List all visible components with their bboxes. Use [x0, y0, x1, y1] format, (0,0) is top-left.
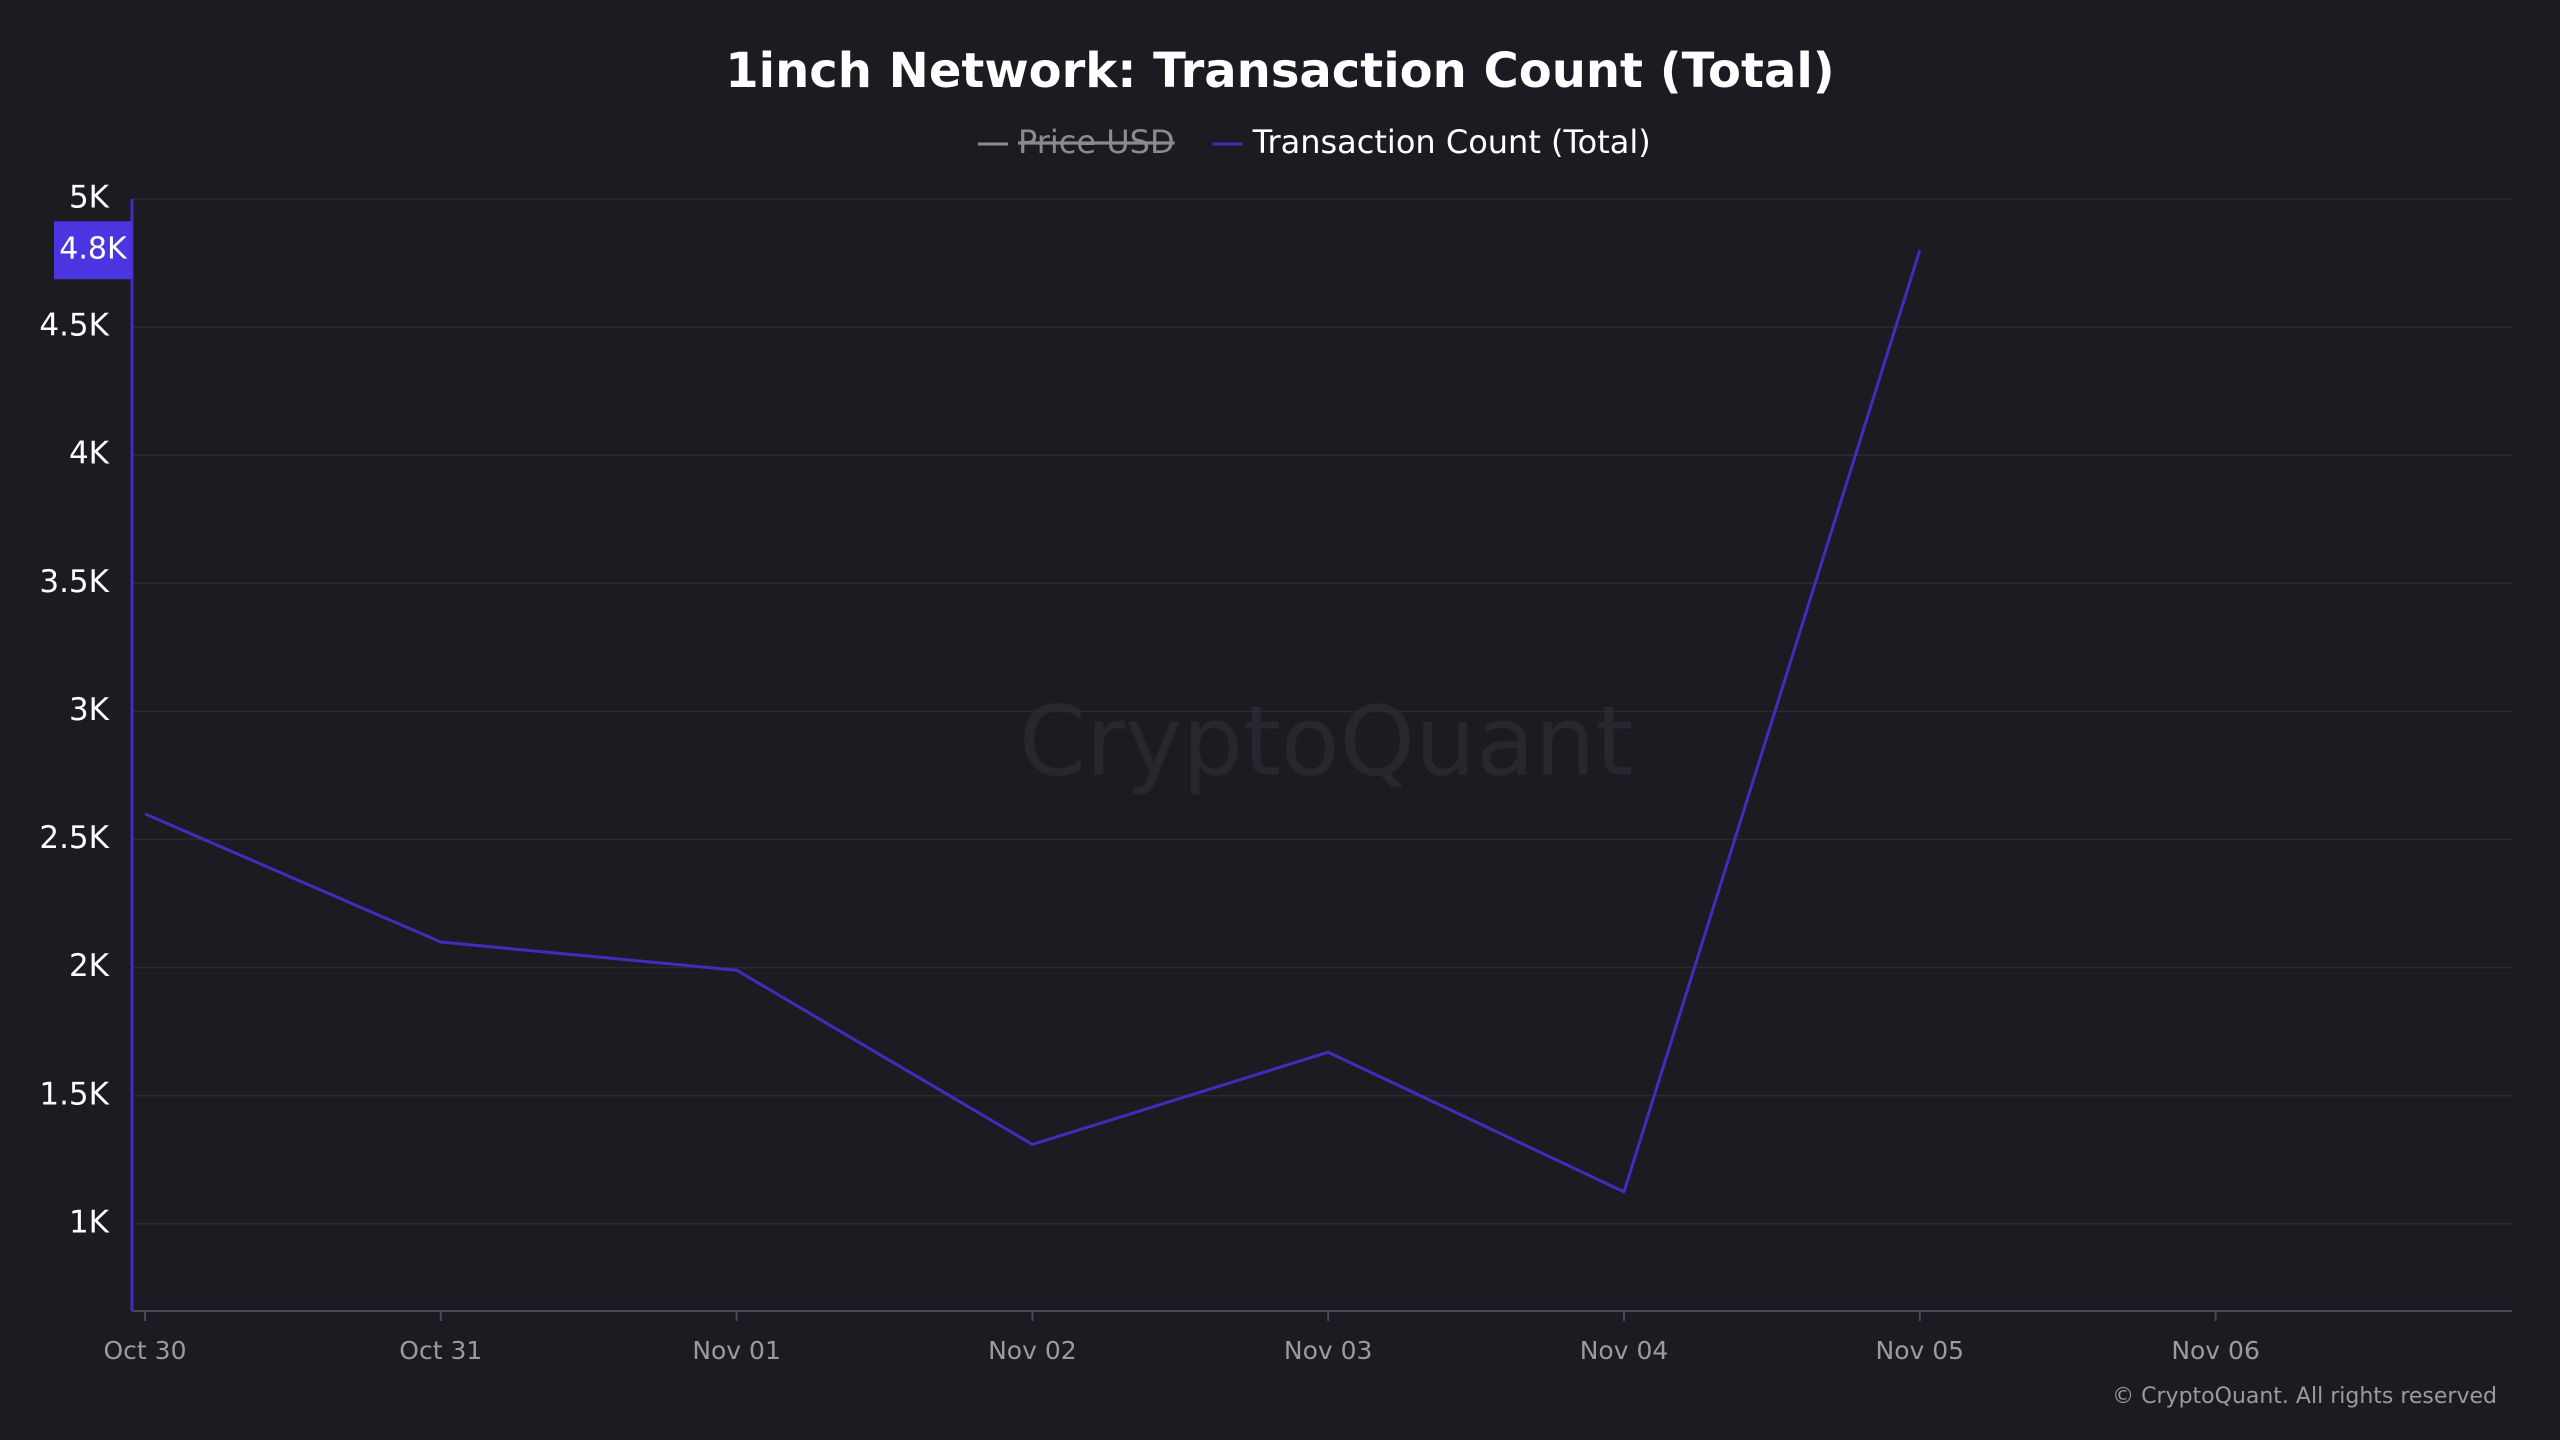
- y-tick-label: 2K: [69, 948, 110, 984]
- x-tick-label: Nov 06: [2171, 1336, 2260, 1365]
- chart-title: 1inch Network: Transaction Count (Total): [725, 43, 1834, 99]
- y-tick-label: 4.5K: [39, 308, 109, 344]
- x-tick-label: Nov 05: [1876, 1336, 1965, 1365]
- y-tick-label: 2.5K: [39, 820, 109, 856]
- x-tick-label: Oct 31: [399, 1336, 482, 1365]
- legend-label: Transaction Count (Total): [1252, 123, 1651, 161]
- y-tick-label: 5K: [69, 180, 110, 216]
- last-value-label: 4.8K: [59, 232, 128, 267]
- legend: Price USD Transaction Count (Total): [978, 123, 1651, 161]
- last-value-badge: [54, 221, 132, 280]
- x-tick-label: Nov 04: [1580, 1336, 1669, 1365]
- y-tick-label: 4K: [69, 436, 110, 472]
- x-tick-label: Nov 03: [1284, 1336, 1373, 1365]
- legend-label: Price USD: [1018, 123, 1175, 161]
- watermark: CryptoQuant: [1019, 685, 1633, 797]
- credit: © CryptoQuant. All rights reserved: [2112, 1384, 2497, 1409]
- x-tick-label: Nov 01: [692, 1336, 781, 1365]
- x-tick-label: Nov 02: [988, 1336, 1077, 1365]
- y-tick-label: 3.5K: [39, 564, 109, 600]
- y-tick-label: 1.5K: [39, 1076, 109, 1112]
- y-tick-label: 1K: [69, 1204, 110, 1240]
- x-tick-label: Oct 30: [104, 1336, 187, 1365]
- series-line: [144, 249, 1922, 1194]
- y-tick-label: 3K: [69, 692, 110, 728]
